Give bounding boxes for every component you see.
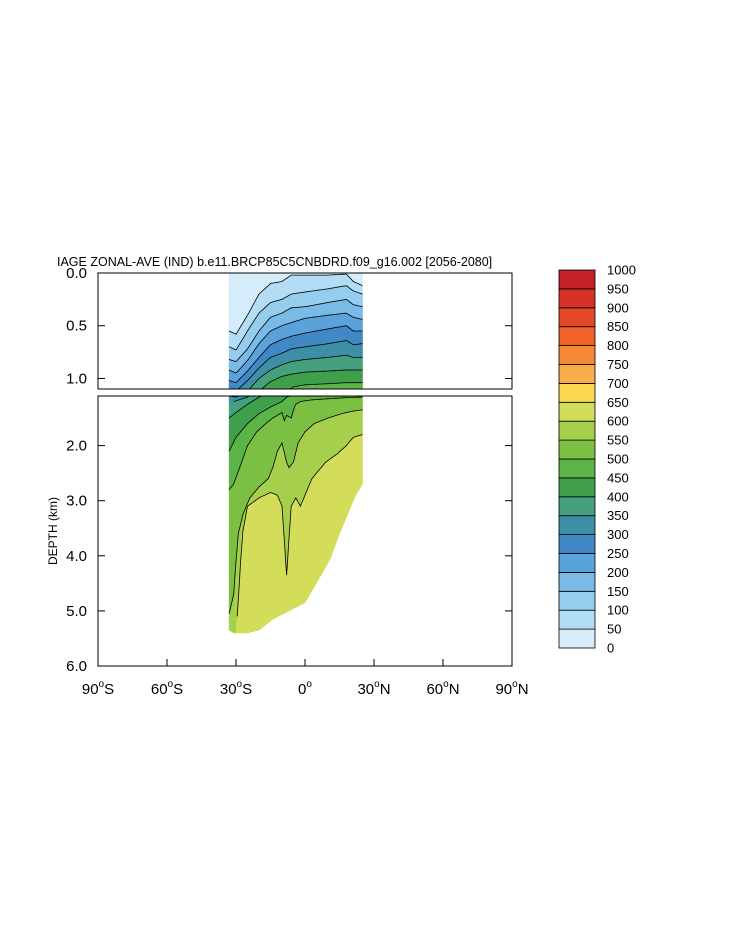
upper-contour-450 (289, 382, 363, 389)
colorbar-box-550-600 (558, 420, 596, 441)
colorbar-label-250: 250 (607, 546, 629, 561)
colorbar-label-500: 500 (607, 452, 629, 467)
upper-contour-200 (228, 312, 363, 374)
upper-panel-frame (97, 272, 513, 390)
colorbar-box-150-200 (558, 572, 596, 592)
lower-y-tick-label-5.0: 5.0 (66, 603, 87, 620)
upper-panel: 0.0 0.5 1.0 (66, 265, 513, 390)
upper-contour-350 (248, 354, 363, 389)
colorbar-box-500-550 (558, 439, 596, 460)
colorbar-box-700-750 (558, 364, 596, 384)
colorbar-label-750: 750 (607, 357, 629, 372)
x-tick-label-30: 30oN (357, 679, 390, 698)
colorbar-label-600: 600 (607, 414, 629, 429)
colorbar-label-200: 200 (607, 565, 629, 580)
colorbar-label-950: 950 (607, 281, 629, 296)
colorbar-label-800: 800 (607, 338, 629, 353)
colorbar-box-450-500 (558, 458, 596, 479)
lower-panel: 2.0 3.0 4.0 5.0 6.0 90oS 60oS 30oS 0o 30oN 60oN 90… (66, 395, 529, 698)
colorbar-box-800-850 (558, 326, 596, 347)
lower-y-tick-label-4.0: 4.0 (66, 548, 87, 565)
colorbar-label-700: 700 (607, 376, 629, 391)
colorbar-box-850-900 (558, 307, 596, 328)
lower-contour-600 (236, 434, 363, 617)
lower-y-tick-label-6.0: 6.0 (66, 658, 87, 675)
upper-y-tick-label-1.0: 1.0 (66, 370, 87, 387)
colorbar-label-900: 900 (607, 300, 629, 315)
upper-y-tick-label-0.0: 0.0 (66, 265, 87, 282)
lower-y-tick-label-2.0: 2.0 (66, 438, 87, 455)
colorbar-box-950-1000 (558, 269, 596, 290)
x-tick-label-60: 60oN (426, 679, 459, 698)
chart-title: IAGE ZONAL-AVE (IND) b.e11.BRCP85C5CNBDR… (57, 255, 492, 269)
colorbar-box-900-950 (558, 288, 596, 309)
colorbar-box-350-400 (558, 496, 596, 517)
colorbar-label-450: 450 (607, 470, 629, 485)
colorbar-box-600-650 (558, 401, 596, 422)
colorbar-label-150: 150 (607, 584, 629, 599)
x-tick-label--60: 60oS (151, 679, 183, 698)
upper-contour-100 (228, 285, 363, 351)
colorbar-label-650: 650 (607, 395, 629, 410)
colorbar-box-750-800 (558, 345, 596, 365)
lower-contour-450 (228, 396, 292, 452)
x-tick-label-0: 0o (298, 679, 312, 698)
colorbar-box-200-250 (558, 553, 596, 573)
colorbar-label-350: 350 (607, 508, 629, 523)
x-tick-label--30: 30oS (220, 679, 252, 698)
lower-band-350-400 (228, 396, 263, 419)
upper-contour-50 (228, 273, 363, 335)
colorbar-box-50-100 (558, 609, 596, 630)
colorbar-box-250-300 (558, 534, 596, 554)
colorbar-box-300-350 (558, 515, 596, 536)
lower-y-tick-label-3.0: 3.0 (66, 493, 87, 510)
colorbar-label-50: 50 (607, 622, 621, 637)
upper-contour-300 (229, 340, 363, 389)
colorbar-label-550: 550 (607, 433, 629, 448)
lower-band-300-350 (228, 396, 251, 402)
colorbar-label-0: 0 (607, 641, 614, 656)
upper-band-450-500 (289, 382, 363, 389)
colorbar-label-400: 400 (607, 489, 629, 504)
upper-contour-400 (260, 369, 363, 389)
colorbar-box-100-150 (558, 590, 596, 611)
lower-contour-400 (228, 396, 263, 419)
upper-contour-150 (229, 298, 363, 363)
lower-contour-550 (228, 409, 363, 614)
x-tick-label-90: 90oN (495, 679, 528, 698)
upper-y-tick-label-0.5: 0.5 (66, 318, 87, 335)
x-tick-label--90: 90oS (82, 679, 114, 698)
colorbar: 0 50 100 150 200 250 300 350 400 450 500 550 600 650 7… (558, 263, 636, 656)
colorbar-box-0-50 (558, 628, 596, 649)
colorbar-label-300: 300 (607, 527, 629, 542)
colorbar-box-400-450 (558, 477, 596, 498)
colorbar-box-650-700 (558, 382, 596, 403)
colorbar-label-850: 850 (607, 319, 629, 334)
lower-contour-500 (228, 396, 363, 490)
colorbar-label-100: 100 (607, 603, 629, 618)
upper-contour-250 (229, 325, 363, 384)
colorbar-label-1000: 1000 (607, 263, 636, 278)
y-axis-label: DEPTH (km) (46, 497, 60, 565)
